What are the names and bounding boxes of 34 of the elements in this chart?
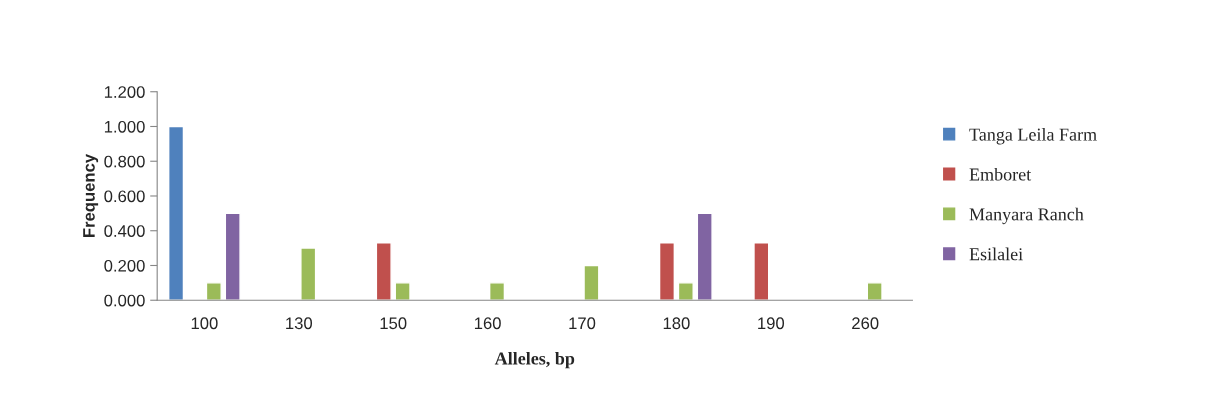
bar <box>375 242 392 301</box>
y-tick-label: 0.400 <box>104 225 145 237</box>
bar <box>168 125 185 301</box>
bar <box>866 282 883 301</box>
y-tick-label: 0.200 <box>104 259 145 272</box>
x-tick-label: 260 <box>852 317 879 330</box>
bar <box>394 282 411 301</box>
x-tick-label: 130 <box>286 317 313 330</box>
x-tick-label: 180 <box>663 317 690 330</box>
bar <box>488 282 506 301</box>
y-tick-label: 0.000 <box>104 294 145 307</box>
x-tick-label: 100 <box>191 317 218 330</box>
bar <box>696 212 713 301</box>
y-axis-title: Frequency <box>83 153 99 238</box>
bar <box>300 247 317 301</box>
bar <box>677 282 694 301</box>
x-tick-label: 170 <box>569 317 596 330</box>
bar <box>583 264 600 301</box>
legend-label: Emboret <box>969 167 1032 181</box>
bar <box>224 212 241 301</box>
legend-label: Tanga Leila Farm <box>969 127 1097 145</box>
y-tick-label: 1.200 <box>104 86 145 98</box>
y-tick-label: 0.800 <box>104 155 145 168</box>
bar <box>658 242 676 301</box>
x-tick-label: 190 <box>758 317 785 330</box>
bar <box>205 282 222 301</box>
y-tick-label: 0.600 <box>104 190 145 203</box>
x-axis-title: Alleles, bp <box>494 351 575 369</box>
x-tick-label: 150 <box>380 317 407 330</box>
y-tick-label: 1.000 <box>104 120 145 133</box>
x-tick-label: 160 <box>474 317 501 330</box>
bar <box>753 242 770 301</box>
legend-label: Esilalei <box>969 247 1023 261</box>
legend-label: Manyara Ranch <box>969 207 1084 225</box>
